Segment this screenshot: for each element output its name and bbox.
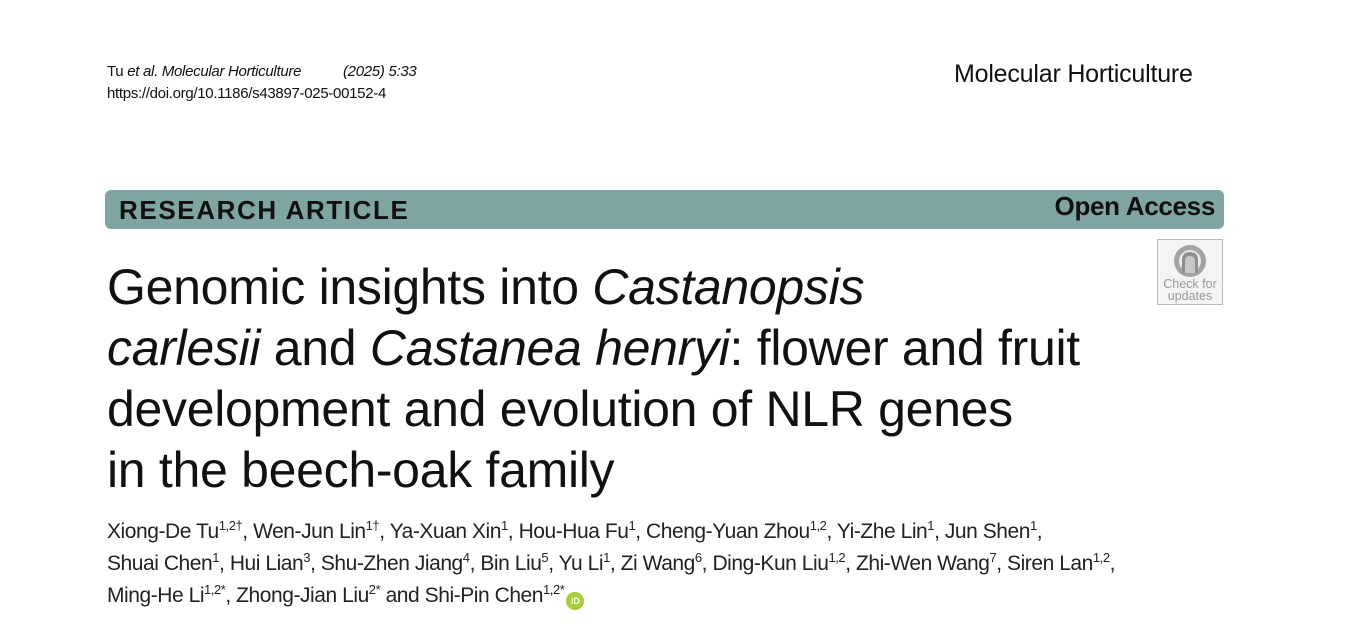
title-species-castanopsis: Castanopsis	[592, 259, 865, 315]
authors-conjunction: and	[385, 584, 420, 607]
title-species-carlesii: carlesii	[107, 320, 261, 376]
article-type-banner: RESEARCH ARTICLE Open Access	[105, 190, 1224, 229]
author-name[interactable]: Jun Shen1	[944, 518, 1037, 543]
author-name[interactable]: Cheng-Yuan Zhou1,2	[646, 518, 827, 543]
citation-etal-journal: et al. Molecular Horticulture	[127, 63, 302, 80]
author-name[interactable]: Zhi-Wen Wang7	[855, 550, 997, 575]
check-for-updates-line2: updates	[1167, 289, 1213, 303]
author-name[interactable]: Hui Lian3	[229, 550, 311, 575]
title-text: Genomic insights into	[107, 259, 593, 315]
article-type-label: RESEARCH ARTICLE	[119, 195, 410, 225]
title-species-castanea: Castanea henryi	[369, 320, 730, 376]
author-name[interactable]: Shi-Pin Chen1,2*	[424, 582, 565, 607]
check-for-updates-icon	[1174, 245, 1206, 277]
title-line-4: in the beech-oak family	[107, 442, 615, 498]
orcid-icon[interactable]: iD	[566, 592, 585, 610]
check-for-updates-button[interactable]: Check for updates	[1157, 239, 1223, 305]
article-title: Genomic insights into Castanopsis carles…	[107, 257, 1147, 501]
title-text: and	[260, 320, 370, 376]
author-name[interactable]: Shu-Zhen Jiang4	[320, 550, 470, 575]
author-list: Xiong-De Tu1,2†, Wen-Jun Lin1†, Ya-Xuan …	[107, 516, 1237, 612]
author-name[interactable]: Ya-Xuan Xin1	[389, 518, 509, 543]
doi-link[interactable]: https://doi.org/10.1186/s43897-025-00152…	[107, 85, 387, 102]
title-text: : flower and fruit	[729, 320, 1081, 376]
author-name[interactable]: Ming-He Li1,2*	[107, 582, 226, 607]
author-name[interactable]: Zhong-Jian Liu2*	[236, 582, 381, 607]
author-name[interactable]: Yi-Zhe Lin1	[836, 518, 935, 543]
author-name[interactable]: Wen-Jun Lin1†	[253, 518, 380, 543]
author-name[interactable]: Ding-Kun Liu1,2	[712, 550, 846, 575]
author-name[interactable]: Bin Liu5	[480, 550, 549, 575]
journal-name: Molecular Horticulture	[954, 60, 1193, 88]
citation-year-volume: (2025) 5:33	[342, 63, 417, 80]
title-line-3: development and evolution of NLR genes	[107, 381, 1013, 437]
author-name[interactable]: Shuai Chen1	[107, 550, 220, 575]
author-name[interactable]: Xiong-De Tu1,2†	[107, 518, 243, 543]
citation-line: Tu et al. Molecular Horticulture (2025) …	[107, 61, 417, 83]
check-for-updates-label: Check for updates	[1158, 277, 1222, 303]
check-for-updates-line1: Check for	[1163, 277, 1217, 291]
citation-author: Tu	[107, 63, 124, 80]
author-name[interactable]: Yu Li1	[558, 550, 611, 575]
citation-block: Tu et al. Molecular Horticulture (2025) …	[107, 61, 417, 105]
author-name[interactable]: Zi Wang6	[620, 550, 702, 575]
title-line-1: Genomic insights into Castanopsis	[107, 259, 864, 315]
title-line-2: carlesii and Castanea henryi: flower and…	[107, 320, 1080, 376]
author-name[interactable]: Siren Lan1,2	[1007, 550, 1110, 575]
open-access-label: Open Access	[1054, 191, 1216, 221]
author-name[interactable]: Hou-Hua Fu1	[518, 518, 636, 543]
